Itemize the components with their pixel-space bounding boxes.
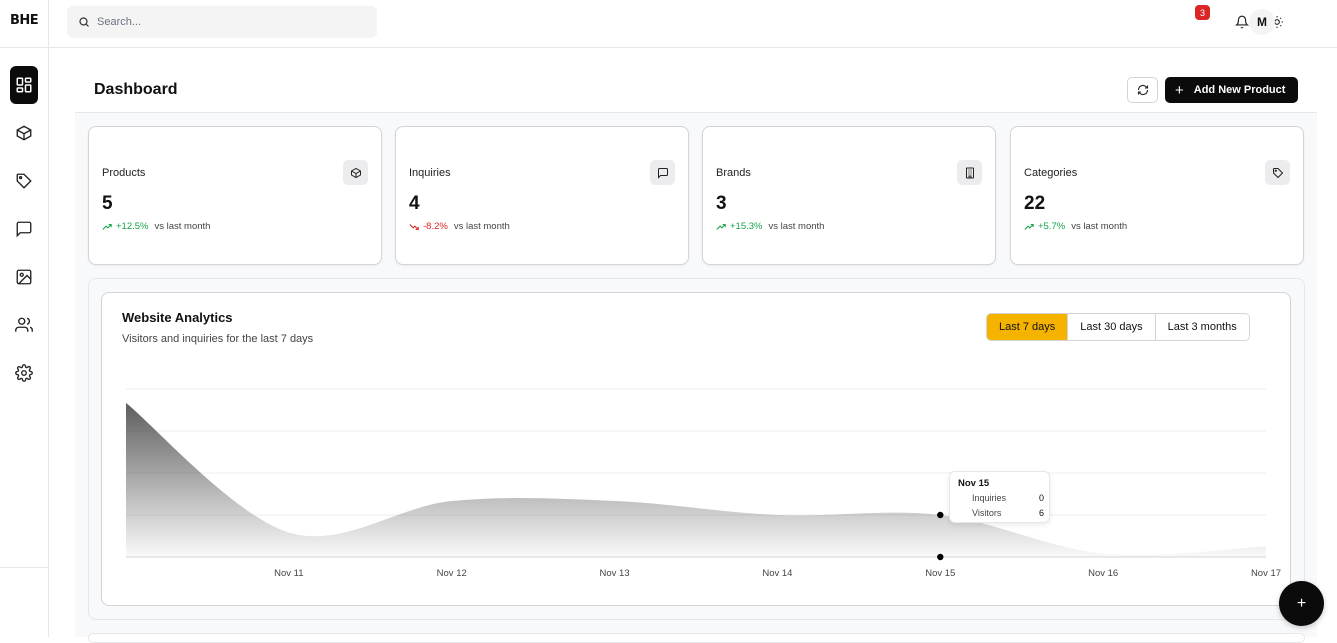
x-tick-label: Nov 13 xyxy=(600,568,630,579)
tooltip-date: Nov 15 xyxy=(958,478,990,489)
stat-trend: +15.3% vs last month xyxy=(716,221,824,232)
sidebar-item-products[interactable] xyxy=(10,114,38,152)
users-icon xyxy=(15,317,33,332)
x-tick-label: Nov 14 xyxy=(762,568,792,579)
range-toggle-group: Last 7 days Last 30 days Last 3 months xyxy=(986,313,1250,341)
trending-up-icon xyxy=(1024,223,1034,230)
stat-value: 3 xyxy=(716,193,727,214)
stat-card-brands: Brands 3 +15.3% vs last month xyxy=(702,126,996,265)
next-section-card xyxy=(88,633,1305,643)
stat-card-products: Products 5 +12.5% vs last month xyxy=(88,126,382,265)
trending-down-icon xyxy=(409,223,419,230)
active-point-inquiries xyxy=(937,553,944,561)
gear-icon xyxy=(15,364,33,382)
tag-icon xyxy=(16,173,32,189)
header-divider xyxy=(75,112,1317,113)
stat-value: 4 xyxy=(409,193,420,214)
x-tick-label: Nov 12 xyxy=(437,568,467,579)
sidebar-item-categories[interactable] xyxy=(10,162,38,200)
message-square-icon xyxy=(657,167,668,179)
stat-card-categories: Categories 22 +5.7% vs last month xyxy=(1010,126,1304,265)
building-icon xyxy=(965,167,974,178)
chart-tooltip: Nov 15 Inquiries 0 Visitors 6 xyxy=(949,471,1050,523)
tooltip-value: 0 xyxy=(1038,493,1044,503)
stat-compare: vs last month xyxy=(768,221,825,232)
tooltip-label: Visitors xyxy=(972,508,1002,518)
stat-icon-container xyxy=(343,160,368,185)
analytics-title: Website Analytics xyxy=(122,310,233,325)
trending-up-icon xyxy=(102,223,112,230)
trending-up-icon xyxy=(716,223,726,230)
range-last-30-days[interactable]: Last 30 days xyxy=(1068,314,1156,340)
stat-icon-container xyxy=(957,160,982,185)
notifications-button[interactable] xyxy=(1231,11,1253,33)
notification-count-badge: 3 xyxy=(1195,5,1210,20)
search-icon xyxy=(79,17,89,27)
stat-title: Brands xyxy=(716,167,751,179)
stat-icon-container xyxy=(1265,160,1290,185)
refresh-icon xyxy=(1137,84,1148,96)
plus-icon: + xyxy=(1296,594,1307,612)
topbar xyxy=(49,0,1337,48)
tooltip-value: 6 xyxy=(1038,508,1044,518)
tooltip-row-inquiries: Inquiries 0 xyxy=(972,493,1044,503)
stat-change: +12.5% xyxy=(116,221,149,232)
stat-title: Inquiries xyxy=(409,167,451,179)
sidebar-item-media[interactable] xyxy=(10,258,38,296)
range-last-3-months[interactable]: Last 3 months xyxy=(1155,314,1249,340)
stat-compare: vs last month xyxy=(154,221,211,232)
sidebar: BHE xyxy=(0,0,49,637)
box-icon xyxy=(350,167,361,178)
x-tick-label: Nov 17 xyxy=(1251,568,1281,579)
message-square-icon xyxy=(16,221,32,238)
x-tick-label: Nov 11 xyxy=(274,568,303,579)
stat-compare: vs last month xyxy=(453,221,510,232)
sidebar-footer-divider xyxy=(0,567,49,568)
stat-trend: +12.5% vs last month xyxy=(102,221,210,232)
stat-trend: -8.2% vs last month xyxy=(409,221,510,232)
bell-icon xyxy=(1235,15,1249,29)
tag-icon xyxy=(1272,167,1283,178)
search-box[interactable] xyxy=(67,6,377,38)
series-area-visitors xyxy=(126,403,1266,557)
range-last-7-days[interactable]: Last 7 days xyxy=(987,314,1069,340)
sidebar-divider xyxy=(0,47,49,48)
stat-change: +5.7% xyxy=(1038,221,1066,232)
add-new-product-button[interactable]: + Add New Product xyxy=(1165,77,1298,103)
stat-change: -8.2% xyxy=(423,221,448,232)
plus-icon: + xyxy=(1175,81,1184,99)
refresh-button[interactable] xyxy=(1127,77,1158,103)
stat-title: Products xyxy=(102,167,146,179)
sidebar-item-users[interactable] xyxy=(10,306,38,344)
tooltip-label: Inquiries xyxy=(972,493,1007,503)
stat-compare: vs last month xyxy=(1071,221,1128,232)
floating-add-button[interactable]: + xyxy=(1279,581,1324,626)
active-point-visitors xyxy=(937,511,944,519)
add-new-product-label: Add New Product xyxy=(1193,84,1286,96)
page-title: Dashboard xyxy=(94,81,178,98)
layout-dashboard-icon xyxy=(16,77,32,93)
stat-value: 22 xyxy=(1024,193,1046,214)
sidebar-item-inquiries[interactable] xyxy=(10,210,38,248)
sidebar-item-settings[interactable] xyxy=(10,354,38,392)
x-tick-label: Nov 16 xyxy=(1088,568,1118,579)
tooltip-row-visitors: Visitors 6 xyxy=(972,508,1044,518)
avatar[interactable]: M xyxy=(1249,9,1275,35)
analytics-subtitle: Visitors and inquiries for the last 7 da… xyxy=(122,333,314,345)
stat-card-inquiries: Inquiries 4 -8.2% vs last month xyxy=(395,126,689,265)
stat-change: +15.3% xyxy=(730,221,763,232)
x-tick-label: Nov 15 xyxy=(925,568,955,579)
stat-trend: +5.7% vs last month xyxy=(1024,221,1127,232)
image-icon xyxy=(16,269,32,285)
box-icon xyxy=(16,125,32,141)
stat-title: Categories xyxy=(1024,167,1078,179)
stat-value: 5 xyxy=(102,193,113,214)
logo: BHE xyxy=(10,13,39,28)
search-input[interactable] xyxy=(97,16,357,28)
sidebar-item-dashboard[interactable] xyxy=(10,66,38,104)
stat-icon-container xyxy=(650,160,675,185)
